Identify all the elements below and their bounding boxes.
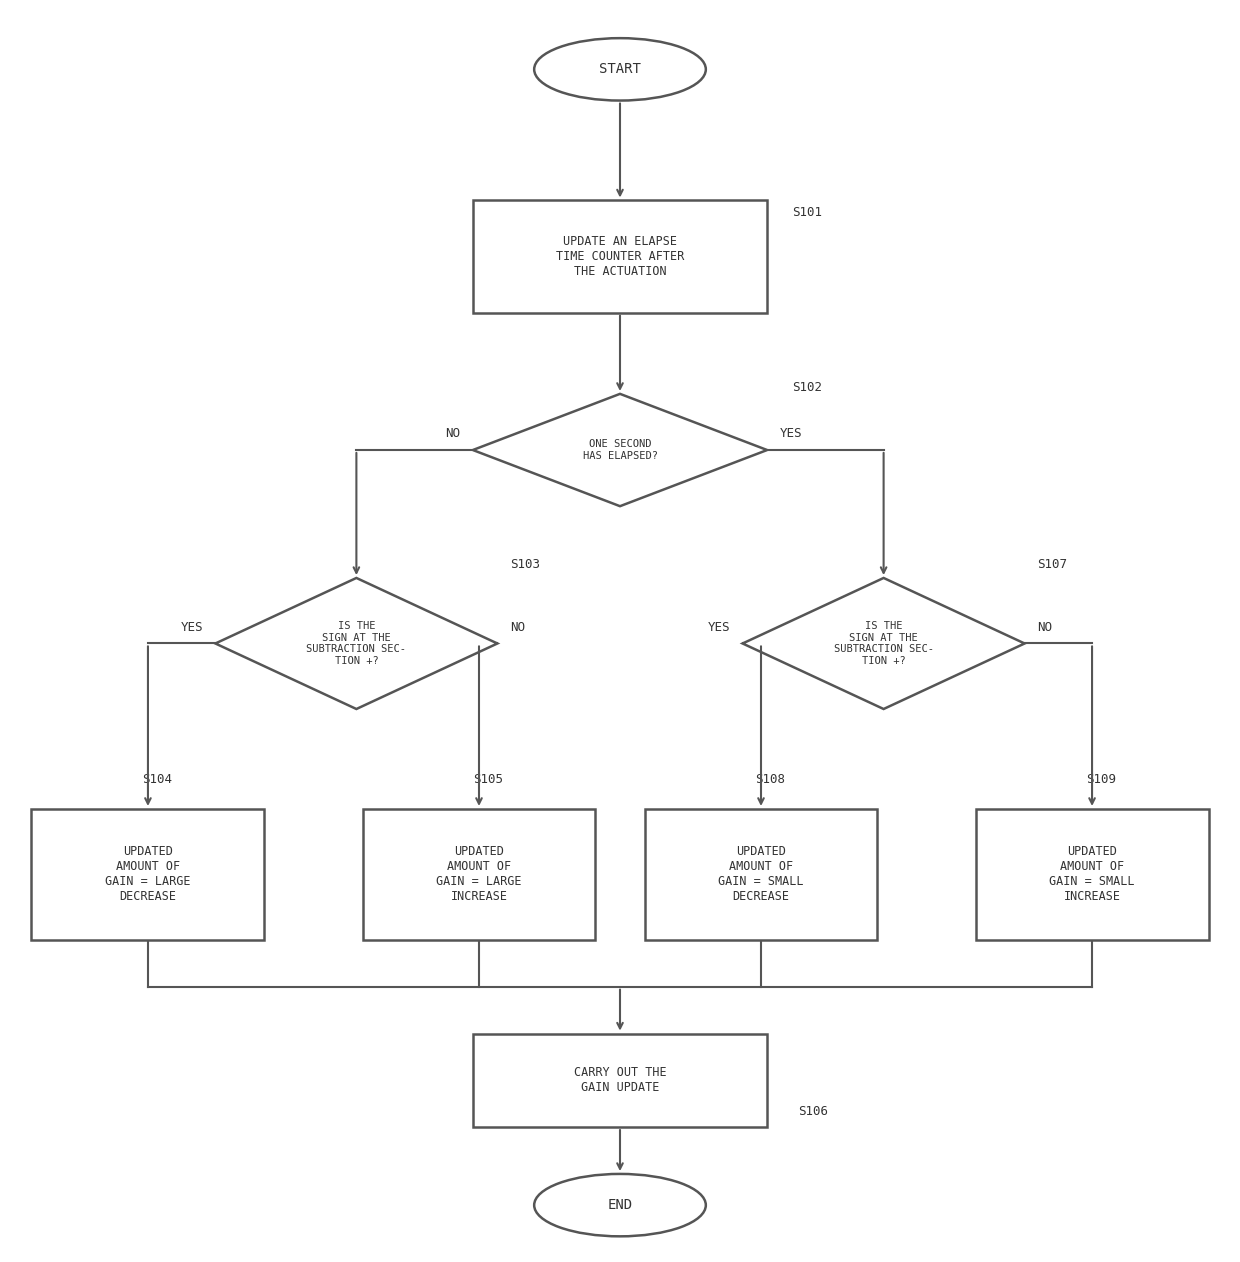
- Text: ONE SECOND
HAS ELAPSED?: ONE SECOND HAS ELAPSED?: [583, 439, 657, 461]
- Ellipse shape: [534, 1174, 706, 1237]
- FancyBboxPatch shape: [472, 1034, 768, 1127]
- Polygon shape: [743, 578, 1024, 709]
- FancyBboxPatch shape: [976, 809, 1209, 940]
- Text: UPDATED
AMOUNT OF
GAIN = LARGE
DECREASE: UPDATED AMOUNT OF GAIN = LARGE DECREASE: [105, 846, 191, 904]
- Text: END: END: [608, 1198, 632, 1212]
- Text: NO: NO: [1037, 621, 1052, 634]
- Text: S108: S108: [755, 774, 785, 786]
- Text: S102: S102: [791, 381, 822, 394]
- Text: YES: YES: [708, 621, 730, 634]
- FancyBboxPatch shape: [31, 809, 264, 940]
- Text: IS THE
SIGN AT THE
SUBTRACTION SEC-
TION +?: IS THE SIGN AT THE SUBTRACTION SEC- TION…: [833, 621, 934, 666]
- Polygon shape: [472, 394, 768, 506]
- Text: NO: NO: [510, 621, 525, 634]
- FancyBboxPatch shape: [362, 809, 595, 940]
- Text: S104: S104: [141, 774, 172, 786]
- Text: S106: S106: [797, 1106, 828, 1118]
- Text: S105: S105: [472, 774, 503, 786]
- Text: S103: S103: [510, 558, 539, 572]
- Text: UPDATE AN ELAPSE
TIME COUNTER AFTER
THE ACTUATION: UPDATE AN ELAPSE TIME COUNTER AFTER THE …: [556, 235, 684, 278]
- Text: IS THE
SIGN AT THE
SUBTRACTION SEC-
TION +?: IS THE SIGN AT THE SUBTRACTION SEC- TION…: [306, 621, 407, 666]
- Text: CARRY OUT THE
GAIN UPDATE: CARRY OUT THE GAIN UPDATE: [574, 1066, 666, 1094]
- Text: NO: NO: [445, 428, 460, 440]
- Text: YES: YES: [181, 621, 203, 634]
- Text: UPDATED
AMOUNT OF
GAIN = LARGE
INCREASE: UPDATED AMOUNT OF GAIN = LARGE INCREASE: [436, 846, 522, 904]
- Text: S109: S109: [1086, 774, 1116, 786]
- Text: UPDATED
AMOUNT OF
GAIN = SMALL
DECREASE: UPDATED AMOUNT OF GAIN = SMALL DECREASE: [718, 846, 804, 904]
- FancyBboxPatch shape: [472, 201, 768, 313]
- FancyBboxPatch shape: [645, 809, 878, 940]
- Text: START: START: [599, 62, 641, 76]
- Ellipse shape: [534, 38, 706, 101]
- Text: S101: S101: [791, 207, 822, 220]
- Polygon shape: [216, 578, 497, 709]
- Text: S107: S107: [1037, 558, 1066, 572]
- Text: YES: YES: [780, 428, 802, 440]
- Text: UPDATED
AMOUNT OF
GAIN = SMALL
INCREASE: UPDATED AMOUNT OF GAIN = SMALL INCREASE: [1049, 846, 1135, 904]
